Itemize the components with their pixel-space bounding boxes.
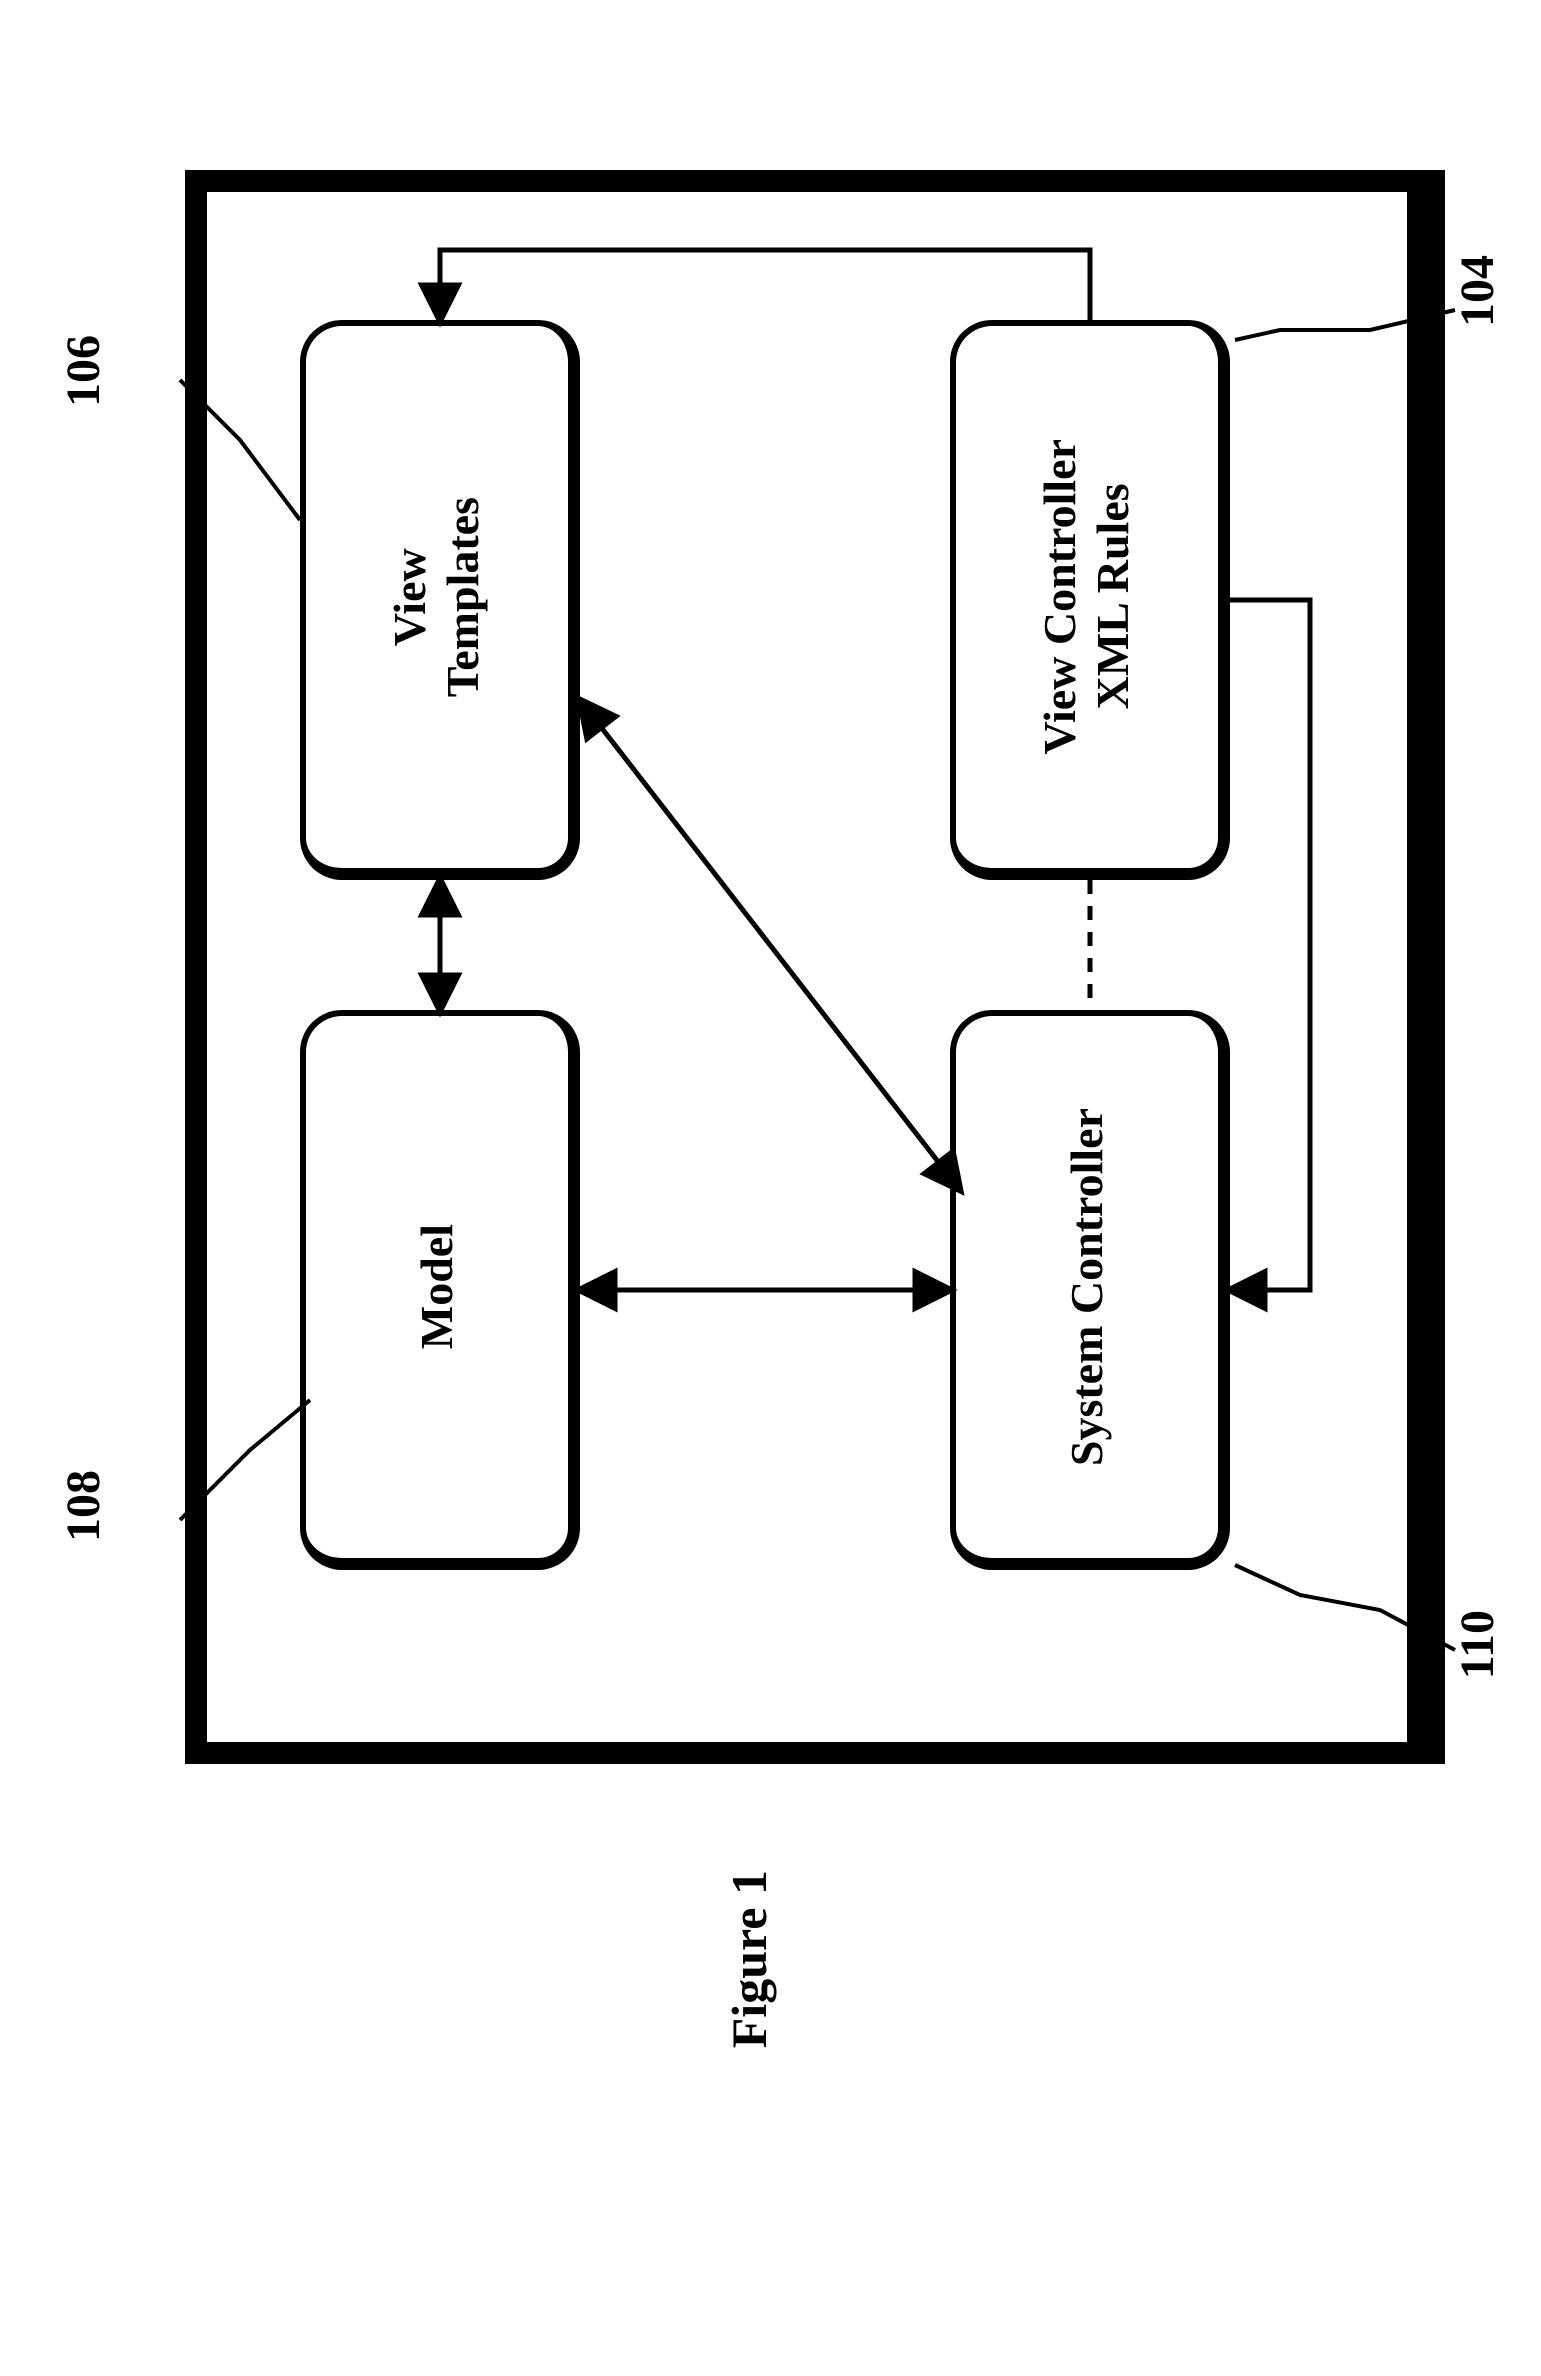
figure-canvas: View Templates View Controller XML Rules…: [0, 0, 1541, 2376]
ref-leaders-group: [180, 310, 1455, 1650]
connectors-overlay: [0, 0, 1541, 2376]
edges-group: [440, 250, 1310, 1290]
